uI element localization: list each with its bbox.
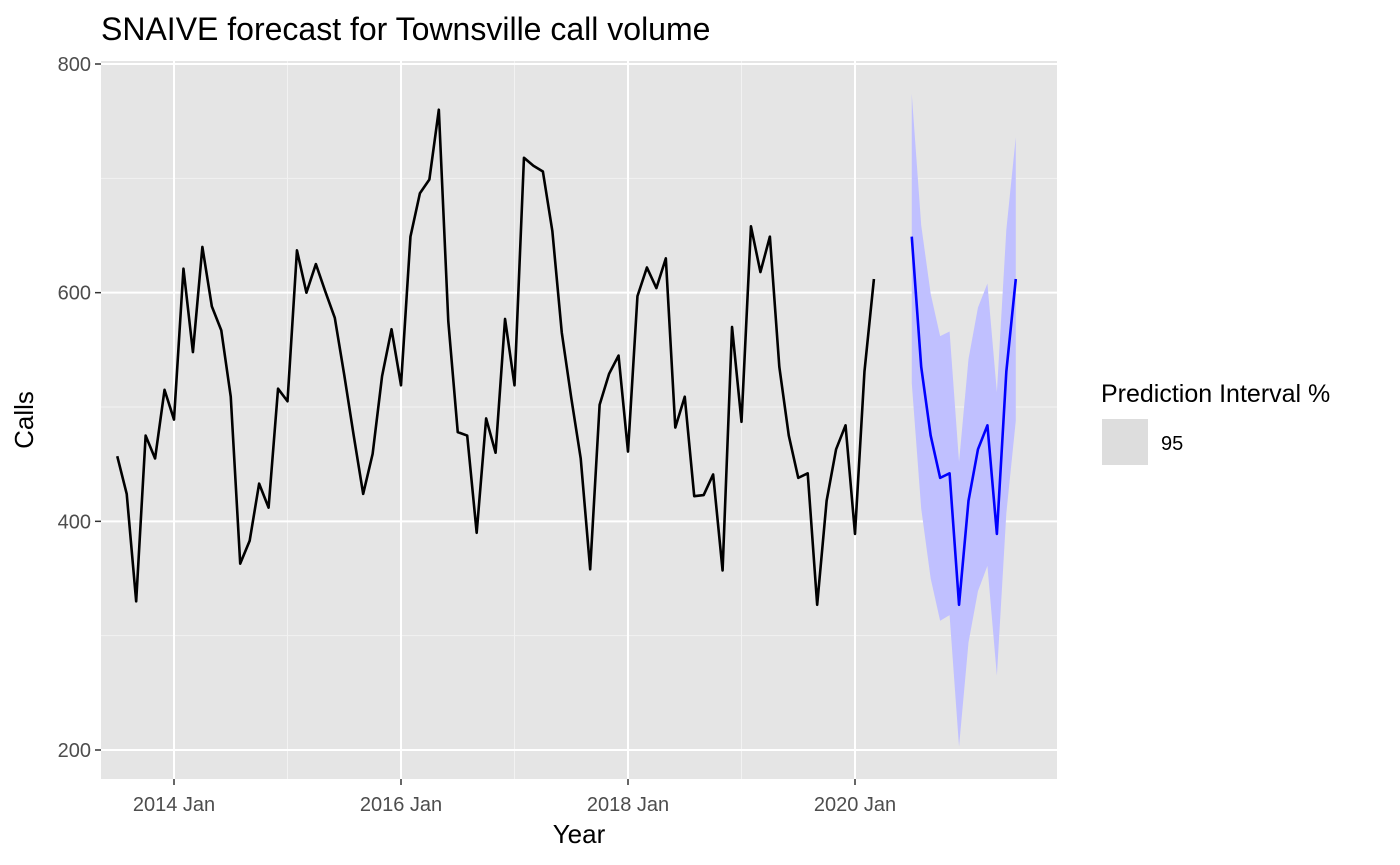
legend-key-95 <box>1102 419 1148 465</box>
y-axis: 200 400 600 800 <box>58 54 101 762</box>
legend-label-95: 95 <box>1161 433 1183 455</box>
y-axis-title: Calls <box>9 391 39 449</box>
y-tick-label: 800 <box>58 54 91 76</box>
minor-gridlines-y <box>101 177 1057 637</box>
prediction-interval-band <box>911 93 1016 747</box>
x-tick-label: 2018 Jan <box>587 794 669 816</box>
y-tick-label: 200 <box>58 740 91 762</box>
prediction-interval-layer <box>911 93 1016 747</box>
x-axis: 2014 Jan 2016 Jan 2018 Jan 2020 Jan <box>133 779 896 816</box>
x-tick-label: 2014 Jan <box>133 794 215 816</box>
y-tick-label: 400 <box>58 511 91 533</box>
x-tick-label: 2016 Jan <box>360 794 442 816</box>
forecast-series-line <box>910 236 1018 607</box>
plot-panel <box>101 61 1057 779</box>
major-gridlines-y <box>101 63 1057 751</box>
chart-title: SNAIVE forecast for Townsville call volu… <box>101 11 710 47</box>
x-tick-label: 2020 Jan <box>814 794 896 816</box>
observed-series-line <box>115 108 876 607</box>
series-layer <box>115 108 1018 607</box>
legend-title: Prediction Interval % <box>1101 380 1330 408</box>
legend: Prediction Interval % 95 <box>1101 380 1330 465</box>
x-axis-title: Year <box>553 819 606 849</box>
y-tick-label: 600 <box>58 283 91 305</box>
